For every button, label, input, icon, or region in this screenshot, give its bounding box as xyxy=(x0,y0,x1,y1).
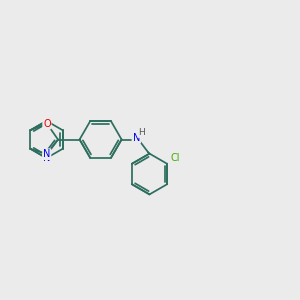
Text: H: H xyxy=(138,128,145,137)
Text: N: N xyxy=(43,149,51,159)
Text: Cl: Cl xyxy=(171,153,180,164)
Text: O: O xyxy=(43,118,51,129)
Text: N: N xyxy=(133,133,140,143)
Text: N: N xyxy=(43,153,50,163)
